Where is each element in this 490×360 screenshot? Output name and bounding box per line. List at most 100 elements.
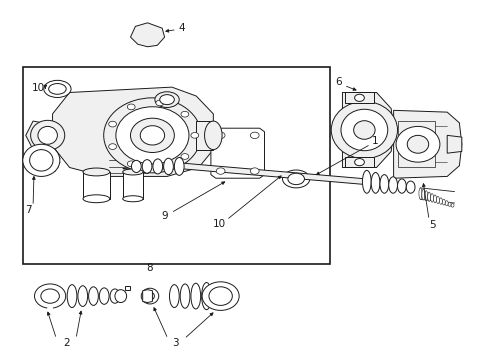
Ellipse shape [448, 202, 451, 206]
Text: 1: 1 [372, 136, 378, 147]
Bar [24, 67, 330, 264]
Ellipse shape [67, 285, 77, 307]
Ellipse shape [115, 290, 126, 302]
Ellipse shape [30, 120, 65, 150]
Ellipse shape [140, 126, 165, 145]
Text: 10: 10 [31, 83, 45, 93]
Text: 4: 4 [178, 23, 185, 33]
Polygon shape [447, 135, 462, 153]
Polygon shape [345, 157, 374, 167]
Ellipse shape [191, 132, 199, 138]
Ellipse shape [41, 289, 59, 303]
Ellipse shape [44, 80, 71, 98]
Ellipse shape [406, 181, 415, 193]
Ellipse shape [156, 165, 164, 171]
Ellipse shape [250, 168, 259, 174]
Ellipse shape [156, 100, 164, 106]
Ellipse shape [371, 172, 380, 193]
Ellipse shape [131, 160, 141, 172]
Ellipse shape [122, 196, 143, 202]
Polygon shape [393, 111, 462, 178]
Polygon shape [211, 128, 265, 178]
Ellipse shape [451, 203, 454, 207]
Ellipse shape [127, 104, 135, 110]
Polygon shape [26, 121, 52, 150]
Text: 8: 8 [147, 263, 153, 273]
Ellipse shape [191, 283, 201, 309]
Ellipse shape [174, 157, 184, 175]
Ellipse shape [181, 111, 189, 117]
Ellipse shape [83, 168, 110, 176]
Text: 9: 9 [161, 211, 168, 221]
Ellipse shape [23, 144, 60, 176]
Polygon shape [130, 23, 165, 47]
Polygon shape [343, 93, 393, 167]
Polygon shape [52, 87, 213, 176]
Ellipse shape [440, 198, 442, 204]
Ellipse shape [396, 126, 440, 162]
Ellipse shape [170, 285, 179, 307]
Ellipse shape [445, 201, 448, 206]
Ellipse shape [83, 195, 110, 203]
Ellipse shape [153, 159, 163, 174]
Ellipse shape [355, 158, 365, 166]
Text: 6: 6 [336, 77, 343, 87]
Ellipse shape [209, 287, 232, 305]
Ellipse shape [354, 121, 375, 139]
Ellipse shape [331, 102, 397, 158]
Ellipse shape [202, 283, 211, 310]
Ellipse shape [437, 197, 440, 203]
Ellipse shape [434, 195, 437, 203]
Ellipse shape [428, 192, 431, 202]
Ellipse shape [425, 191, 428, 201]
Ellipse shape [397, 179, 406, 193]
Polygon shape [345, 93, 374, 103]
Ellipse shape [341, 109, 388, 151]
Ellipse shape [155, 92, 179, 108]
Ellipse shape [127, 161, 135, 167]
Ellipse shape [160, 95, 174, 105]
Ellipse shape [141, 288, 159, 304]
Ellipse shape [78, 286, 88, 306]
Ellipse shape [288, 173, 304, 185]
Ellipse shape [380, 175, 389, 193]
Polygon shape [196, 121, 213, 150]
Ellipse shape [110, 289, 120, 303]
Ellipse shape [355, 94, 365, 102]
Ellipse shape [142, 159, 152, 173]
Ellipse shape [283, 170, 310, 188]
Text: 5: 5 [429, 220, 436, 230]
Text: 2: 2 [63, 338, 70, 348]
Ellipse shape [30, 150, 53, 171]
Polygon shape [179, 163, 367, 185]
Bar [398, 121, 435, 167]
Text: 10: 10 [213, 219, 226, 229]
Ellipse shape [422, 189, 425, 200]
Polygon shape [124, 286, 129, 290]
Ellipse shape [407, 135, 429, 153]
Text: 7: 7 [25, 205, 32, 215]
Ellipse shape [181, 154, 189, 159]
Ellipse shape [250, 132, 259, 139]
Ellipse shape [216, 132, 225, 139]
Ellipse shape [431, 194, 434, 202]
Ellipse shape [442, 199, 445, 205]
Ellipse shape [116, 107, 189, 164]
Bar [83, 172, 110, 199]
Text: 3: 3 [172, 338, 179, 348]
Ellipse shape [89, 287, 98, 305]
Ellipse shape [34, 284, 66, 308]
Ellipse shape [180, 284, 190, 308]
Ellipse shape [109, 121, 117, 127]
Ellipse shape [122, 169, 143, 175]
Ellipse shape [363, 170, 371, 193]
Ellipse shape [104, 98, 201, 173]
Ellipse shape [202, 282, 239, 310]
Ellipse shape [109, 144, 117, 149]
Ellipse shape [204, 121, 222, 150]
Ellipse shape [146, 292, 154, 300]
Ellipse shape [389, 177, 397, 193]
Ellipse shape [130, 118, 174, 153]
Bar [122, 172, 143, 199]
Ellipse shape [49, 84, 66, 94]
